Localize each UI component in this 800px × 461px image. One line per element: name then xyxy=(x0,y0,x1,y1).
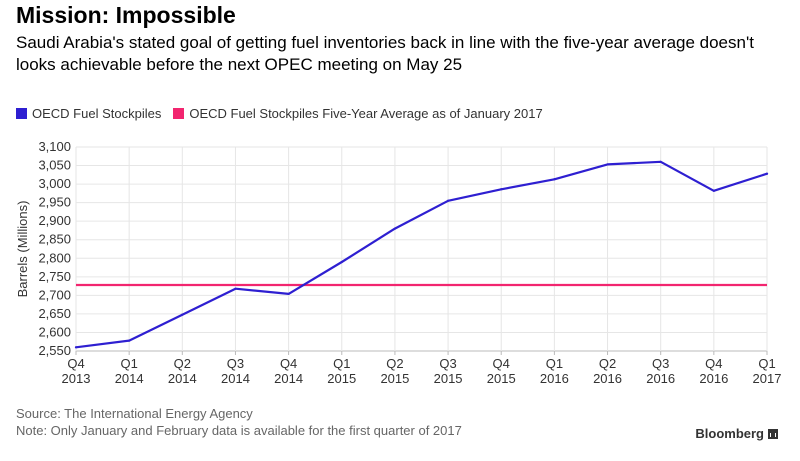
x-tick-label: Q2 2014 xyxy=(168,356,197,386)
data-point xyxy=(553,178,556,181)
footer: Source: The International Energy Agency … xyxy=(16,405,462,439)
y-tick-label: 2,600 xyxy=(38,324,71,339)
x-tick-label: Q4 2014 xyxy=(274,356,303,386)
y-tick-label: 2,650 xyxy=(38,306,71,321)
y-axis-label: Barrels (Millions) xyxy=(15,201,30,298)
chart-subtitle: Saudi Arabia's stated goal of getting fu… xyxy=(16,33,754,74)
legend-swatch-stockpiles xyxy=(16,107,27,119)
data-point xyxy=(765,172,769,175)
y-tick-label: 2,550 xyxy=(38,343,71,358)
data-point xyxy=(606,163,609,166)
x-tick-label: Q3 2014 xyxy=(221,356,250,386)
y-tick-label: 3,050 xyxy=(38,158,71,173)
y-tick-label: 2,950 xyxy=(38,195,71,210)
line-chart: 2,550 2,600 2,650 2,700 2,750 2,800 2,850 2,900… xyxy=(15,139,782,386)
x-tick-label: Q1 2014 xyxy=(115,356,144,386)
data-point xyxy=(340,260,343,264)
source-note: Source: The International Energy Agency xyxy=(16,406,253,421)
y-tick-label: 2,700 xyxy=(38,287,71,302)
x-tick-label: Q1 2016 xyxy=(540,356,569,386)
y-tick-label: 2,900 xyxy=(38,213,71,228)
legend-item-stockpiles: OECD Fuel Stockpiles xyxy=(16,106,161,121)
x-tick-label: Q4 2013 xyxy=(62,356,91,386)
y-tick-label: 2,850 xyxy=(38,232,71,247)
data-point xyxy=(446,199,450,202)
data-point xyxy=(74,346,78,349)
x-tick-label: Q1 2017 xyxy=(753,356,782,386)
y-tick-label: 3,000 xyxy=(38,176,71,191)
x-tick-label: Q2 2015 xyxy=(380,356,409,386)
legend-label-five-year-average: OECD Fuel Stockpiles Five-Year Average a… xyxy=(189,105,543,121)
data-point xyxy=(181,313,184,316)
brand-logo: Bloomberg xyxy=(695,426,778,441)
data-point xyxy=(287,292,290,295)
data-note: Note: Only January and February data is … xyxy=(16,423,462,438)
x-tick-label: Q4 2016 xyxy=(699,356,728,386)
x-tick-label: Q2 2016 xyxy=(593,356,622,386)
data-point xyxy=(128,339,131,342)
y-tick-label: 2,800 xyxy=(38,250,71,265)
brand-name: Bloomberg xyxy=(695,426,764,441)
bloomberg-terminal-icon xyxy=(768,428,778,439)
legend: OECD Fuel Stockpiles OECD Fuel Stockpile… xyxy=(16,105,555,121)
data-point xyxy=(659,160,662,163)
legend-item-five-year-average: OECD Fuel Stockpiles Five-Year Average a… xyxy=(173,105,543,121)
x-tick-label: Q3 2015 xyxy=(434,356,463,386)
data-point xyxy=(500,188,503,191)
x-tick-label: Q4 2015 xyxy=(487,356,516,386)
data-point xyxy=(393,227,397,230)
x-tick-label: Q3 2016 xyxy=(646,356,675,386)
legend-label-stockpiles: OECD Fuel Stockpiles xyxy=(32,105,162,121)
x-tick-label: Q1 2015 xyxy=(327,356,356,386)
legend-swatch-five-year-average xyxy=(173,107,185,119)
data-point xyxy=(712,189,715,192)
y-tick-label: 3,100 xyxy=(38,139,71,154)
y-tick-label: 2,750 xyxy=(38,269,71,284)
chart-title: Mission: Impossible xyxy=(16,2,236,28)
data-point xyxy=(234,287,237,290)
stockpiles-series-line xyxy=(74,160,769,349)
